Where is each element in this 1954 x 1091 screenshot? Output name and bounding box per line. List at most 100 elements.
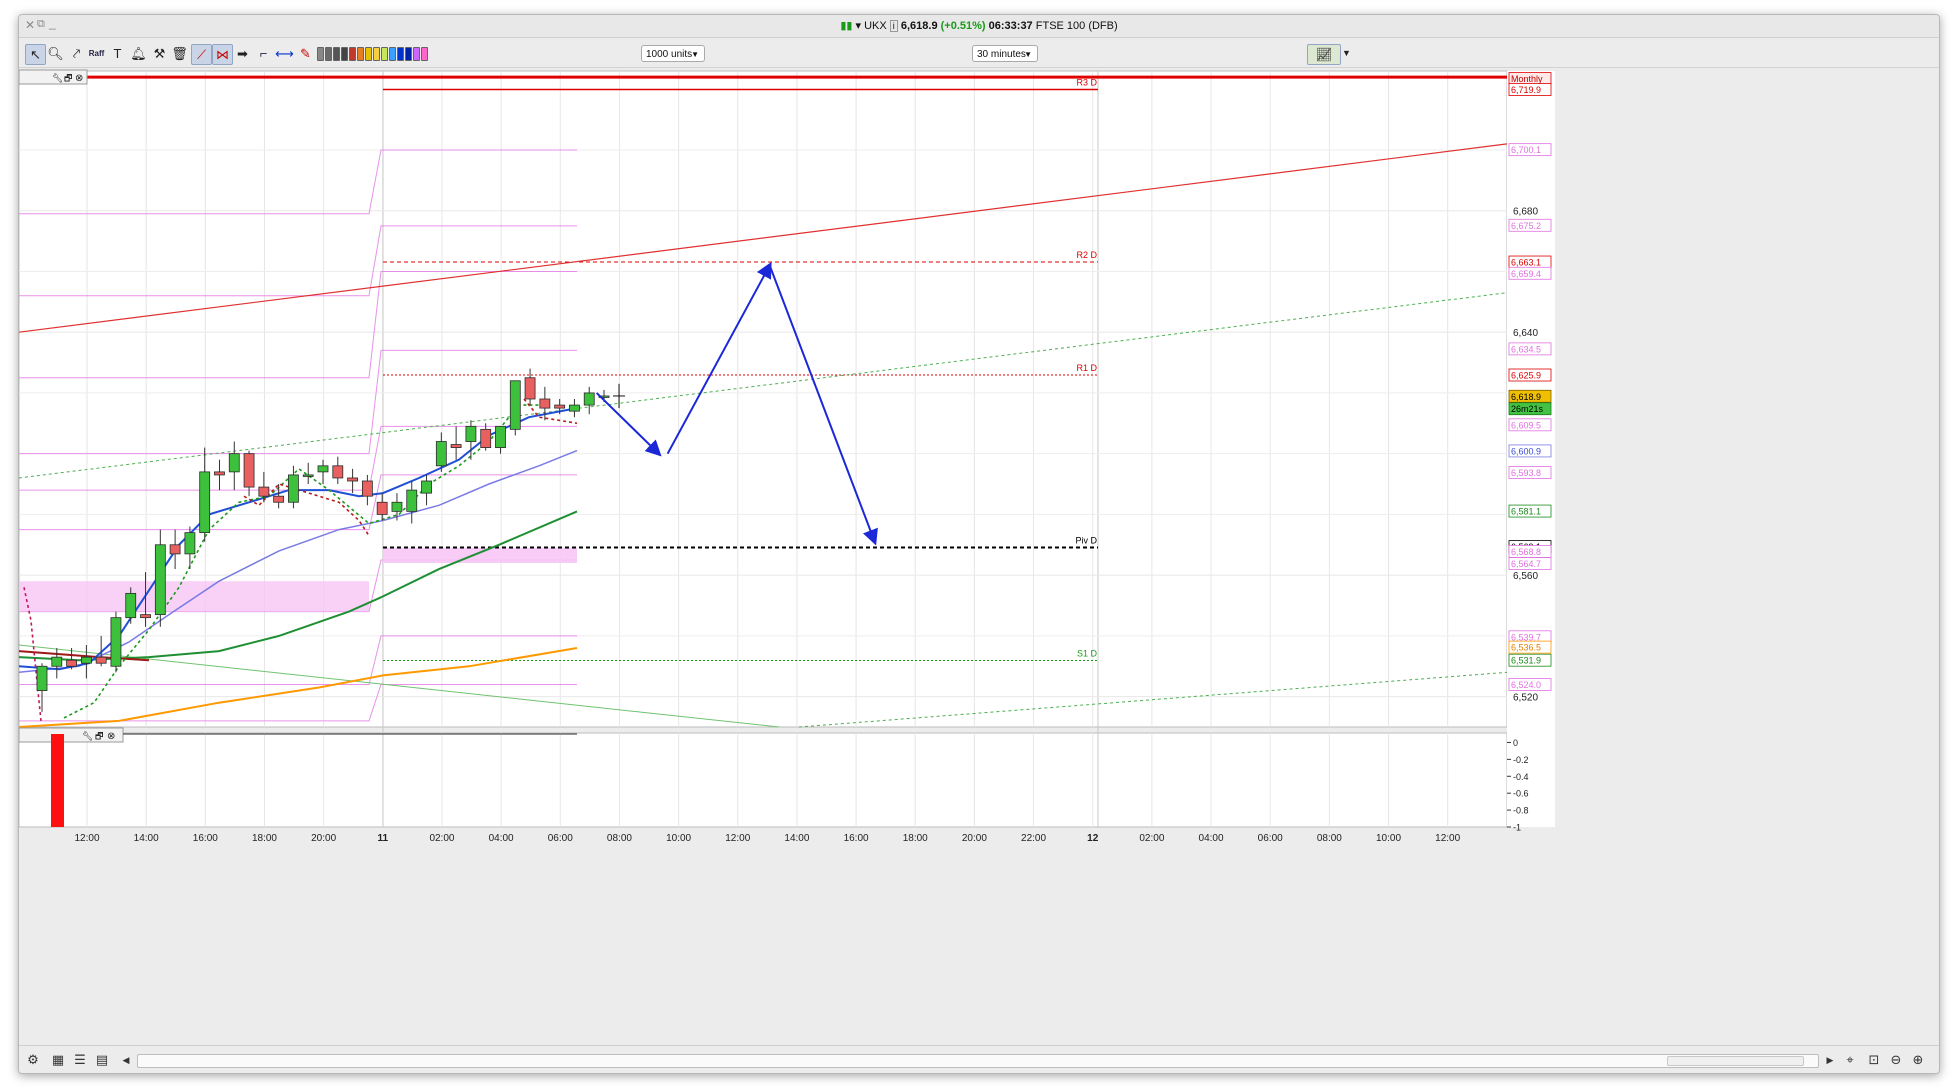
candle-body [598, 395, 610, 398]
projection-arrow [595, 392, 662, 457]
scrollbar-thumb[interactable] [1667, 1056, 1804, 1066]
candle-body [583, 392, 595, 406]
axis-value-label: 6,539.7 [1511, 632, 1541, 642]
candle [214, 459, 225, 491]
color-swatch[interactable] [333, 47, 340, 61]
text-icon[interactable]: T [113, 46, 122, 61]
horizontal-line-icon[interactable]: ⟷ [275, 46, 294, 61]
calendar-icon[interactable]: ▦ [51, 1052, 65, 1067]
zoom-fit-icon[interactable]: ⊡ [1868, 1052, 1880, 1067]
pattern-icon[interactable]: ⋈ [212, 44, 233, 65]
path-icon[interactable]: ⌐ [259, 46, 268, 61]
time-scrollbar[interactable] [137, 1054, 1819, 1068]
axis-value-label: 6,700.1 [1511, 145, 1541, 155]
scroll-right-icon[interactable]: ▶ [1826, 1055, 1834, 1065]
current-price: 6,618.9 [900, 20, 938, 32]
time-tick-label: 18:00 [903, 833, 928, 844]
candle [317, 459, 329, 485]
color-swatch[interactable] [373, 47, 380, 61]
axis-value-tag [1508, 218, 1552, 232]
magnify-icon[interactable]: 🔍︎ [47, 46, 64, 61]
close-window-icon[interactable]: ✕ [25, 18, 36, 32]
color-swatch[interactable] [317, 47, 324, 61]
trend-line-icon[interactable]: ⟋ [191, 44, 212, 65]
candle [495, 425, 506, 454]
raff-icon[interactable]: Raff [88, 49, 105, 58]
candle [51, 648, 63, 679]
trash-icon[interactable]: 🗑︎ [171, 46, 188, 61]
crosshair-icon[interactable]: ⌖ [1846, 1052, 1854, 1067]
price-panel-tab [19, 69, 88, 85]
candle-body [125, 592, 137, 619]
time-tick-label: 18:00 [252, 833, 277, 844]
indicator-tick-label: 0 [1513, 738, 1518, 748]
green-dashed-trend-line [19, 292, 1508, 479]
pivot-zone-line [19, 425, 577, 491]
pen-icon[interactable]: ✎ [300, 46, 311, 61]
candle [524, 368, 536, 406]
candle [465, 420, 477, 460]
color-swatch[interactable] [405, 47, 412, 61]
symbol[interactable]: UKX [864, 20, 887, 32]
chart-area[interactable]: 12:00 14:00 16:00 18:00 20:00 11 02:00 04:00 06:… [19, 69, 1939, 1044]
candle [583, 386, 595, 415]
chevron-down-icon[interactable]: ▼ [1342, 48, 1351, 58]
candle [110, 611, 122, 673]
info-icon[interactable]: i [889, 20, 898, 32]
color-swatch[interactable] [349, 47, 356, 61]
alert-bell-icon[interactable]: 🔔︎ [130, 46, 147, 61]
color-swatch[interactable] [325, 47, 332, 61]
axis-value-label: 6,634.5 [1511, 344, 1541, 354]
candle [258, 471, 270, 503]
color-swatch[interactable] [357, 47, 364, 61]
candle-body [110, 617, 122, 667]
color-swatch[interactable] [397, 47, 404, 61]
minimize-window-icon[interactable]: _ [49, 16, 56, 30]
color-swatch[interactable] [365, 47, 372, 61]
chart-style-icon[interactable]: ⤤ [72, 46, 81, 61]
symbol-dropdown-icon[interactable]: ▾ [855, 20, 862, 32]
title-bar: ✕ ⧉ _ ▮▮ ▾ UKX i 6,618.9 (+0.51%) 06:33:… [19, 15, 1939, 38]
color-swatch[interactable] [381, 47, 388, 61]
settings-tools-icon[interactable]: ⚒ [153, 46, 166, 61]
zoom-in-icon[interactable]: ⊕ [1912, 1052, 1924, 1067]
candle [80, 645, 92, 679]
candle [406, 481, 418, 524]
candle [288, 465, 299, 509]
axis-value-label: 6,536.5 [1511, 643, 1541, 653]
stop-red-dotted-line [23, 587, 42, 721]
list-icon[interactable]: ☰ [74, 1052, 86, 1067]
candle-body [154, 544, 166, 616]
color-swatch[interactable] [421, 47, 428, 61]
color-swatch[interactable] [389, 47, 396, 61]
market-icon: ▮▮ [840, 20, 853, 32]
time-tick-label: 16:00 [193, 833, 218, 844]
units-select[interactable]: 1000 units ▼ [641, 45, 705, 62]
interval-select-value: 30 minutes [977, 49, 1026, 60]
price-change: (+0.51%) [940, 20, 986, 32]
pointer-icon[interactable]: ↖ [25, 44, 46, 65]
color-swatch[interactable] [341, 47, 348, 61]
axis-value-tag [1508, 418, 1552, 432]
indicator-chart-icon[interactable]: 📈︎ [1307, 44, 1341, 65]
scroll-left-icon[interactable]: ◀ [122, 1055, 130, 1065]
candle [539, 386, 551, 421]
arrow-icon[interactable]: ➡ [237, 46, 248, 61]
axis-value-tag [1508, 368, 1552, 382]
color-swatch[interactable] [413, 47, 420, 61]
axis-value-label: 6,600.9 [1511, 446, 1541, 456]
axis-value-label: 6,564.7 [1511, 559, 1541, 569]
candle-body [288, 474, 299, 503]
red-trend-line [19, 143, 1508, 333]
candle [509, 380, 521, 436]
interval-select[interactable]: 30 minutes ▼ [972, 45, 1038, 62]
axis-value-label: 6,568.8 [1511, 547, 1541, 557]
chart-settings-icon[interactable]: ⚙ [27, 1052, 39, 1067]
platform-window: ✕ ⧉ _ ▮▮ ▾ UKX i 6,618.9 (+0.51%) 06:33:… [18, 14, 1940, 1074]
candle [125, 587, 137, 624]
restore-window-icon[interactable]: ⧉ [37, 18, 45, 30]
axis-value-label: 6,719.9 [1511, 85, 1541, 95]
layout-icon[interactable]: ▤ [95, 1052, 109, 1067]
zoom-out-icon[interactable]: ⊖ [1890, 1052, 1902, 1067]
candle-body [36, 665, 48, 691]
